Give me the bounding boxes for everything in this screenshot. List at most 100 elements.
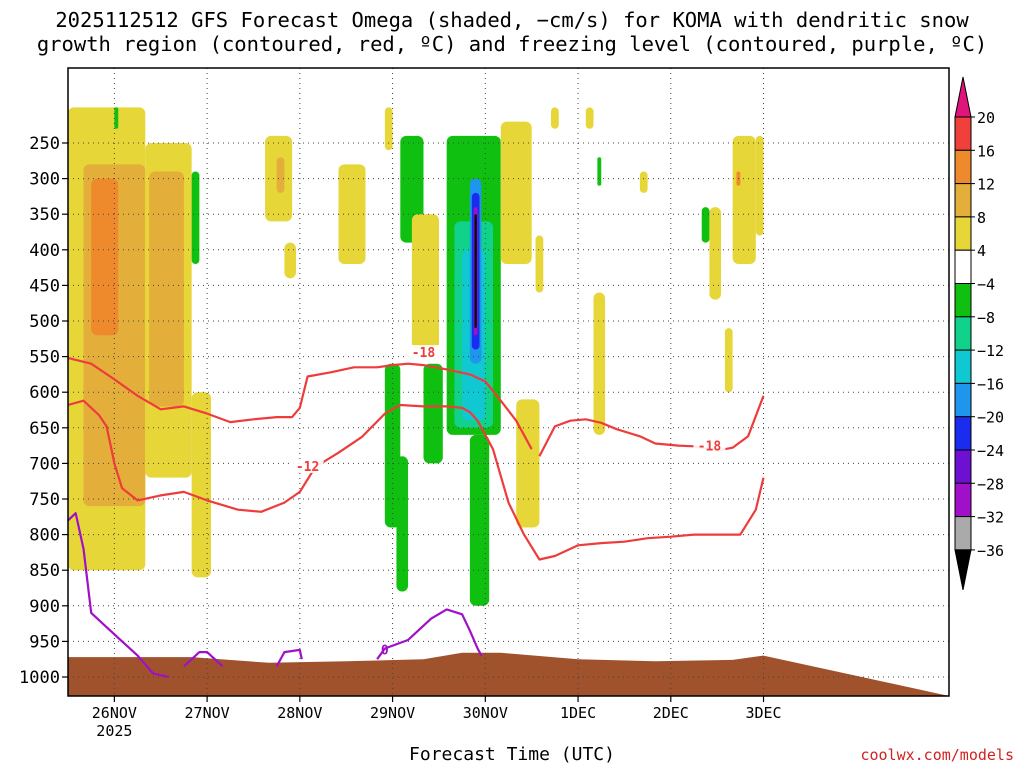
colorbar-label: −16 (977, 375, 1004, 393)
omega-region (639, 171, 648, 193)
colorbar-segment (954, 149, 972, 185)
x-tick-label: 3DEC (745, 704, 781, 722)
omega-region (500, 121, 532, 265)
omega-region (149, 171, 184, 407)
colorbar-top-arrow (954, 76, 972, 118)
contour-label: -18 (412, 346, 436, 361)
freezing-level (68, 512, 169, 679)
omega-region (551, 107, 559, 129)
colorbar-label: −8 (977, 309, 995, 327)
dgz-minus12 (68, 399, 765, 561)
colorbar-label: −36 (977, 542, 1004, 560)
y-tick-label: 300 (29, 170, 60, 190)
y-tick-label: 800 (29, 526, 60, 546)
omega-region (114, 107, 119, 129)
x-tick-label: 26NOV (92, 704, 137, 722)
contour-label: -18 (698, 439, 722, 454)
omega-region (732, 135, 756, 265)
axes: 250 300 350 400 450 500 550 600 650 700 750 800 850 9… (19, 67, 950, 740)
colorbar-segment (954, 382, 972, 418)
x-tick-label: 28NOV (277, 704, 322, 722)
omega-region (593, 292, 606, 435)
terrain (68, 652, 949, 696)
contour-label-bg (291, 458, 324, 473)
x-tick-label: 27NOV (185, 704, 230, 722)
omega-region (423, 363, 443, 464)
colorbar: 20 16 12 8 4 −4 −8 −12 −16 −20 −24 −28 −32 −36 (954, 76, 1004, 590)
contour-label: -12 (296, 460, 319, 475)
y-tick-label: 450 (29, 276, 60, 296)
omega-region (338, 164, 366, 265)
omega-region (191, 392, 211, 578)
freezing-level-4 (376, 608, 483, 660)
credit-text: coolwx.com/models (860, 746, 1014, 764)
omega-region (701, 207, 710, 243)
omega-region (396, 456, 409, 592)
omega-region (276, 157, 285, 193)
title-line-2: growth region (contoured, red, ºC) and f… (36, 32, 988, 56)
y-tick-label: 650 (29, 419, 60, 439)
dgz-minus18-lower (538, 395, 765, 457)
contour-label: 0 (381, 644, 389, 659)
omega-region (516, 399, 540, 528)
colorbar-segment (954, 516, 972, 551)
omega-region (474, 214, 477, 329)
colorbar-label: 12 (977, 176, 995, 194)
colorbar-segment (954, 449, 972, 484)
y-tick-label: 500 (29, 312, 60, 332)
contour-label-bg (407, 345, 440, 360)
y-tick-label: 350 (29, 205, 60, 225)
contour-label-bg (693, 438, 726, 453)
colorbar-segment (954, 249, 972, 284)
colorbar-segment (954, 349, 972, 384)
freezing-level-2 (183, 651, 224, 668)
colorbar-segment (954, 216, 972, 251)
colorbar-label: −28 (977, 475, 1004, 493)
y-tick-label: 750 (29, 490, 60, 510)
omega-region (755, 135, 764, 236)
y-tick-label: 700 (29, 454, 60, 474)
colorbar-label: −24 (977, 442, 1004, 460)
omega-region (585, 107, 594, 129)
colorbar-label: 4 (977, 242, 986, 260)
colorbar-segment (954, 116, 972, 151)
omega-region (191, 171, 200, 265)
colorbar-segment (954, 416, 972, 451)
omega-region (384, 107, 393, 151)
colorbar-segment (954, 283, 972, 318)
x-tick-label: 29NOV (370, 704, 415, 722)
omega-region (91, 178, 119, 336)
omega-region (724, 328, 733, 393)
y-tick-label: 950 (29, 632, 60, 652)
omega-region (284, 242, 296, 279)
colorbar-label: −4 (977, 276, 995, 294)
dgz-minus18-upper (68, 356, 533, 450)
y-tick-label: 550 (29, 348, 60, 368)
freezing-level-3 (275, 648, 303, 667)
colorbar-label: 8 (977, 209, 986, 227)
colorbar-label: −32 (977, 509, 1004, 527)
y-tick-label: 600 (29, 383, 60, 403)
omega-region (411, 214, 439, 350)
omega-region (597, 157, 602, 186)
x-tick-label: 1DEC (560, 704, 596, 722)
omega-region (469, 434, 490, 606)
colorbar-label: 20 (977, 109, 995, 127)
colorbar-bottom-arrow (954, 549, 972, 590)
x-axis-label: Forecast Time (UTC) (409, 744, 615, 765)
colorbar-segment (954, 316, 972, 351)
colorbar-segment (954, 482, 972, 518)
colorbar-label: −12 (977, 342, 1004, 360)
terrain-fill (68, 652, 949, 696)
y-tick-label: 400 (29, 241, 60, 261)
colorbar-segment (954, 183, 972, 218)
omega-region (709, 207, 722, 300)
title-line-1: 2025112512 GFS Forecast Omega (shaded, −… (55, 8, 969, 32)
colorbar-label: −20 (977, 409, 1004, 427)
y-tick-label: 850 (29, 561, 60, 581)
y-tick-label: 900 (29, 597, 60, 617)
omega-region (535, 235, 544, 293)
chart-title: 2025112512 GFS Forecast Omega (shaded, −… (0, 8, 1024, 56)
x-tick-label: 2DEC (653, 704, 689, 722)
